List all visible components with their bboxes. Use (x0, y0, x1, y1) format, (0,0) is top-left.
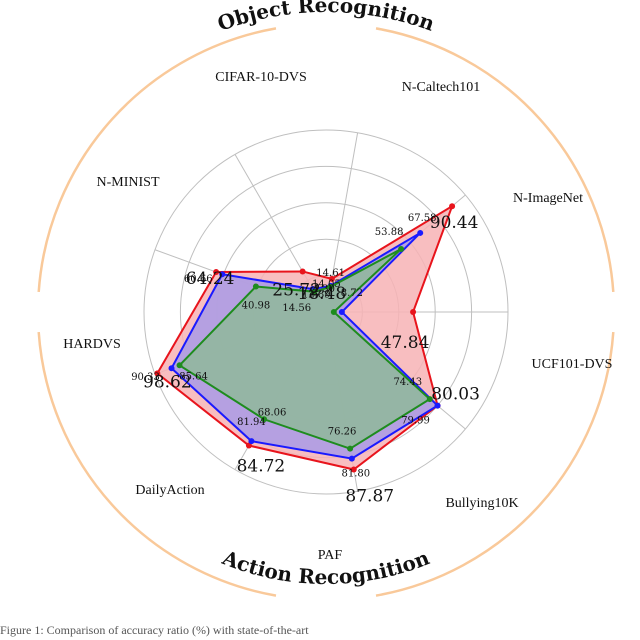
value-label-small: 8.72 (341, 288, 363, 299)
group-arc-action-right (375, 332, 615, 597)
series-points (154, 203, 456, 473)
figure-caption: Figure 1: Comparison of accuracy ratio (… (0, 623, 309, 637)
value-label-small: 60.66 (184, 274, 213, 285)
value-label-small: 85.64 (179, 371, 208, 382)
series-2-point (426, 396, 433, 403)
series-0-point (350, 466, 357, 473)
value-label-small: 4.30 (313, 284, 335, 295)
value-label-small: 14.56 (282, 303, 311, 314)
axis-label: PAF (318, 548, 343, 563)
axis-labels: CIFAR-10-DVS N-Caltech101 N-ImageNet UCF101… (63, 70, 612, 563)
value-label-large: 87.87 (345, 486, 394, 506)
value-label-large: 47.84 (381, 333, 430, 353)
value-label-small: 67.58 (408, 213, 437, 224)
series-0-point (449, 203, 456, 210)
series-0-point (328, 275, 335, 282)
value-label-small: 40.98 (242, 300, 271, 311)
value-label-small: 76.26 (328, 427, 357, 438)
value-label-large: 90.44 (430, 213, 479, 233)
value-label-small: 79.99 (401, 416, 430, 427)
axis-label: N-Caltech101 (402, 80, 481, 95)
value-label-small: 81.94 (237, 417, 266, 428)
series-2-point (398, 245, 405, 252)
series-1-point (348, 455, 355, 462)
axis-label: CIFAR-10-DVS (215, 70, 307, 85)
series-1-point (248, 438, 255, 445)
axis-label: HARDVS (63, 337, 121, 352)
axis-label: Bullying10K (445, 496, 518, 511)
series-2-point (330, 309, 337, 315)
series-1-point (434, 402, 441, 409)
group-arc-object-right (375, 27, 615, 292)
series-2-point (347, 445, 354, 452)
value-label-large: 18.48 (298, 284, 347, 304)
series-2-point (311, 288, 318, 295)
axis-label: N-MINIST (97, 175, 160, 190)
axis-label: UCF101-DVS (532, 357, 613, 372)
value-label-large: 64.24 (186, 269, 235, 289)
group-arc-object-left (37, 27, 277, 292)
value-label-large: 25.72 (272, 280, 321, 300)
series-1-point (338, 309, 345, 315)
series-0-point (299, 268, 306, 275)
value-label-small: 14.05 (312, 279, 341, 290)
value-label-small: 81.80 (342, 469, 371, 480)
value-label-small: 53.88 (375, 227, 404, 238)
series-0-point (213, 269, 220, 276)
series-0-point (154, 370, 161, 377)
series-1-point (417, 229, 424, 236)
series-2-point (327, 283, 334, 290)
value-labels: 18.48 90.44 47.84 80.03 87.87 84.72 98.62 64.24… (131, 213, 480, 507)
series-2-polygon (177, 248, 432, 450)
value-label-large: 84.72 (237, 457, 286, 477)
group-title-object: Object Recognition (214, 0, 438, 36)
value-label-small: 14.61 (316, 268, 345, 279)
value-label-large: 98.62 (143, 372, 192, 392)
series-1-point (168, 365, 175, 372)
group-arcs (37, 27, 615, 597)
series-2-point (261, 416, 268, 423)
axis-label: N-ImageNet (513, 191, 583, 206)
series-1-point (219, 271, 226, 278)
group-arc-action-left (37, 332, 277, 597)
series-2-point (252, 283, 259, 290)
value-label-small: 12.89 (302, 290, 331, 301)
value-label-small: 74.43 (393, 377, 422, 388)
series-0-point (245, 442, 252, 449)
value-label-small: 68.06 (258, 407, 287, 418)
series-0-point (410, 309, 417, 315)
value-label-large: 80.03 (431, 385, 480, 405)
value-label-small: 90.33 (131, 372, 160, 383)
series-polygons (156, 203, 455, 471)
series-2-point (176, 362, 183, 369)
axis-label: DailyAction (135, 483, 204, 498)
